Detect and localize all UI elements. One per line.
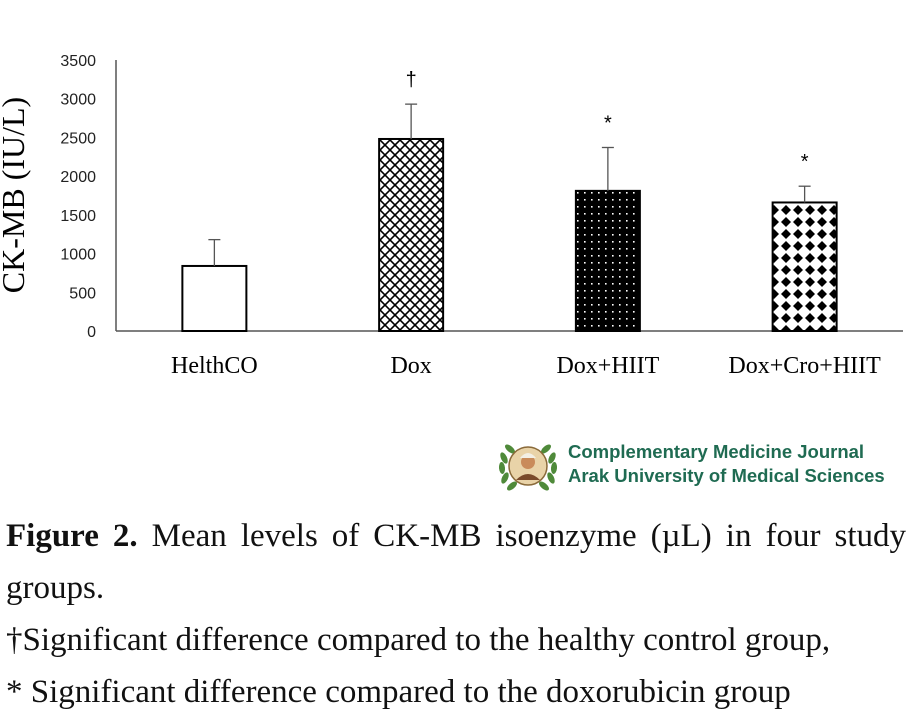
journal-logo: Complementary Medicine Journal Arak Univ… bbox=[496, 436, 906, 496]
bar bbox=[771, 201, 838, 332]
error-bars bbox=[208, 103, 811, 266]
x-tick-label: Dox+HIIT bbox=[556, 353, 659, 379]
bar bbox=[574, 189, 641, 332]
figure-label: Figure 2. bbox=[6, 518, 138, 554]
y-tick-label: 2000 bbox=[60, 169, 96, 186]
bar-series bbox=[181, 137, 838, 332]
caption-note-dagger: †Significant difference compared to the … bbox=[6, 622, 831, 658]
y-tick-label: 0 bbox=[87, 324, 96, 341]
figure-caption: Figure 2. Mean levels of CK-MB isoenzyme… bbox=[6, 510, 906, 718]
significance-marker: * bbox=[801, 151, 809, 173]
bar bbox=[181, 264, 248, 332]
y-tick-label: 1000 bbox=[60, 247, 96, 264]
x-tick-labels: HelthCO Dox Dox+HIIT Dox+Cro+HIIT bbox=[171, 353, 881, 379]
y-tick-label: 500 bbox=[69, 285, 96, 302]
caption-text: Mean levels of CK-MB isoenzyme (µL) in f… bbox=[6, 518, 906, 606]
x-tick-label: Dox+Cro+HIIT bbox=[728, 353, 881, 379]
y-tick-label: 2500 bbox=[60, 130, 96, 147]
bar-chart: CK-MB (IU/L) 0 500 1000 1500 2000 2500 3000 350… bbox=[0, 53, 903, 379]
journal-name: Complementary Medicine Journal bbox=[568, 441, 865, 462]
y-axis-title: CK-MB (IU/L) bbox=[0, 97, 31, 293]
significance-markers: † * * bbox=[406, 69, 809, 173]
x-tick-label: Dox bbox=[390, 353, 431, 379]
x-tick-label: HelthCO bbox=[171, 353, 258, 379]
wreath-portrait-emblem bbox=[498, 444, 558, 491]
y-tick-label: 3500 bbox=[60, 53, 96, 70]
caption-note-asterisk: * Significant difference compared to the… bbox=[6, 674, 791, 710]
significance-marker: * bbox=[604, 112, 612, 134]
y-tick-label: 1500 bbox=[60, 208, 96, 225]
bar bbox=[378, 137, 445, 332]
y-tick-labels: 0 500 1000 1500 2000 2500 3000 3500 bbox=[60, 53, 96, 341]
journal-university: Arak University of Medical Sciences bbox=[568, 465, 885, 486]
significance-marker: † bbox=[406, 69, 417, 91]
y-tick-label: 3000 bbox=[60, 92, 96, 109]
